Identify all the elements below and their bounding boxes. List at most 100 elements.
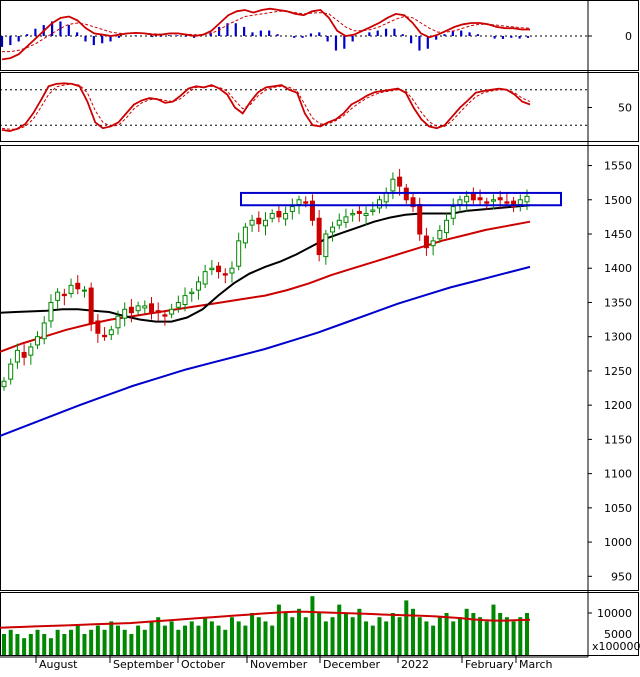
price-tick-label: 1000 <box>604 536 632 549</box>
candle-body <box>256 217 262 225</box>
volume-bar <box>15 634 20 655</box>
candle-body <box>517 199 523 206</box>
volume-bar <box>504 617 509 655</box>
volume-bar <box>8 629 13 655</box>
candle-body <box>370 209 376 212</box>
x-tick-label: September <box>113 658 174 671</box>
volume-bar <box>337 604 342 655</box>
volume-bar <box>297 608 302 655</box>
candle-body <box>81 289 87 292</box>
volume-bar <box>370 625 375 655</box>
price-tick-label: 1050 <box>604 502 632 515</box>
price-tick-label: 1550 <box>604 160 632 173</box>
volume-bar <box>189 621 194 655</box>
volume-ma-line <box>0 610 531 629</box>
volume-bar <box>69 629 74 655</box>
volume-bar <box>169 621 174 655</box>
volume-bar <box>390 613 395 655</box>
candle-body <box>249 219 255 226</box>
candle-body <box>175 301 181 308</box>
volume-bar <box>511 621 516 655</box>
candle-body <box>263 219 268 227</box>
candle-body <box>88 287 94 324</box>
volume-bar <box>142 629 147 655</box>
volume-bar <box>525 613 529 655</box>
candle-body <box>464 195 470 203</box>
volume-bar <box>444 613 449 655</box>
volume-bar <box>203 617 208 655</box>
volume-bar <box>183 625 188 655</box>
ma50-line <box>0 204 531 323</box>
volume-bar <box>75 625 80 655</box>
volume-bar <box>270 625 275 655</box>
candle-body <box>343 216 349 223</box>
volume-bar <box>457 617 462 655</box>
candle-body <box>35 336 41 346</box>
volume-bar <box>62 634 67 655</box>
volume-bar <box>323 621 328 655</box>
volume-bar <box>290 617 295 655</box>
candle-body <box>122 308 128 319</box>
candle-body <box>142 305 148 309</box>
volume-bar <box>276 604 281 655</box>
volume-bar <box>411 608 416 655</box>
candle-body <box>55 291 61 301</box>
candle-body <box>497 197 503 201</box>
volume-panel <box>0 596 531 655</box>
candle-body <box>323 233 329 258</box>
volume-bar <box>256 617 261 655</box>
candle-body <box>242 226 248 244</box>
macd-signal-line <box>2 10 531 53</box>
volume-bar <box>343 613 348 655</box>
candle-body <box>356 210 362 214</box>
candle-body <box>229 267 235 274</box>
price-tick-label: 1200 <box>604 399 632 412</box>
candle-body <box>222 273 228 276</box>
ma100-line <box>0 220 531 353</box>
candle-body <box>511 200 517 208</box>
candle-body <box>236 240 242 267</box>
candle-body <box>14 349 20 363</box>
price-tick-label: 1300 <box>604 331 632 344</box>
candle-body <box>216 265 222 273</box>
candle-body <box>283 212 289 220</box>
volume-bar <box>518 617 523 655</box>
candle-body <box>457 199 463 206</box>
ma200-line <box>0 265 531 437</box>
volume-bar <box>162 625 167 655</box>
volume-bar <box>498 613 503 655</box>
candle-body <box>350 212 356 216</box>
candle-body <box>437 230 443 240</box>
volume-bar <box>451 621 456 655</box>
candle-body <box>410 197 416 208</box>
price-tick-label: 1450 <box>604 228 632 241</box>
volume-bar <box>122 629 127 655</box>
stoch-d-line <box>1 83 531 130</box>
volume-bar <box>350 617 355 655</box>
volume-bar <box>310 596 315 655</box>
volume-tick-label: 5000 <box>604 628 632 641</box>
candle-body <box>477 197 483 201</box>
volume-bar <box>102 629 107 655</box>
volume-bar <box>471 613 476 655</box>
candle-body <box>444 219 450 234</box>
macd-tick-label: 0 <box>625 30 632 43</box>
candle-body <box>21 351 27 358</box>
candle-body <box>289 206 295 212</box>
candle-body <box>316 217 322 256</box>
volume-bar <box>82 634 87 655</box>
candle-body <box>403 187 409 201</box>
candle-body <box>490 199 496 202</box>
volume-bar <box>35 629 40 655</box>
volume-bar <box>377 617 382 655</box>
x-tick-label: December <box>323 658 381 671</box>
x-tick-label: November <box>250 658 308 671</box>
x-tick-label: March <box>519 658 553 671</box>
x-tick-label: 2022 <box>401 658 429 671</box>
price-tick-label: 950 <box>611 570 632 583</box>
volume-bar <box>397 617 402 655</box>
candle-body <box>423 235 429 249</box>
candle-body <box>383 192 389 203</box>
candle-body <box>504 201 510 204</box>
